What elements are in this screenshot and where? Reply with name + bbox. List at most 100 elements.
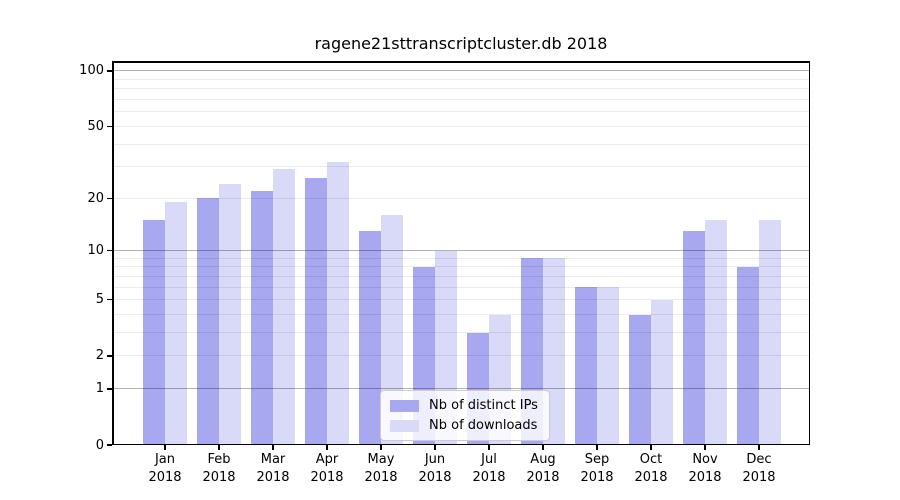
bar-ips-dec bbox=[737, 266, 759, 445]
x-tick-jul bbox=[488, 445, 490, 450]
bar-ips-sep bbox=[575, 287, 597, 445]
legend-swatch-downloads bbox=[390, 419, 419, 432]
y-tick-5 bbox=[107, 299, 112, 301]
bar-ips-may bbox=[359, 231, 381, 445]
y-tick-2 bbox=[107, 355, 112, 357]
x-label-year-may: 2018 bbox=[364, 470, 398, 485]
y-tick-label-50: 50 bbox=[87, 118, 104, 134]
x-tick-may bbox=[380, 445, 382, 450]
y-tick-1 bbox=[107, 388, 112, 390]
legend-label-distinct-ips: Nb of distinct IPs bbox=[429, 398, 538, 413]
y-tick-0 bbox=[107, 444, 112, 446]
x-label-month-aug: Aug bbox=[530, 452, 556, 467]
x-label-year-feb: 2018 bbox=[202, 470, 236, 485]
bar-ips-feb bbox=[197, 198, 219, 445]
x-label-month-oct: Oct bbox=[639, 452, 663, 467]
gridline-40 bbox=[113, 143, 809, 145]
x-label-month-feb: Feb bbox=[207, 452, 231, 467]
x-label-month-nov: Nov bbox=[692, 452, 718, 467]
gridline-1 bbox=[113, 388, 809, 390]
x-label-year-oct: 2018 bbox=[634, 470, 668, 485]
x-label-year-jan: 2018 bbox=[148, 470, 182, 485]
gridline-10 bbox=[113, 250, 809, 252]
gridline-5 bbox=[113, 299, 809, 301]
bar-downloads-dec bbox=[759, 220, 781, 445]
bar-downloads-may bbox=[381, 215, 403, 445]
y-tick-20 bbox=[107, 197, 112, 199]
x-label-year-dec: 2018 bbox=[742, 470, 776, 485]
x-tick-sep bbox=[596, 445, 598, 450]
bar-downloads-sep bbox=[597, 287, 619, 445]
plot-border-right bbox=[808, 61, 810, 445]
gridline-20 bbox=[113, 197, 809, 199]
x-label-year-aug: 2018 bbox=[526, 470, 560, 485]
x-tick-feb bbox=[218, 445, 220, 450]
y-axis-line bbox=[112, 61, 114, 445]
gridline-70 bbox=[113, 99, 809, 101]
gridline-50 bbox=[113, 125, 809, 127]
x-tick-nov bbox=[704, 445, 706, 450]
bar-downloads-feb bbox=[219, 184, 241, 445]
x-label-month-mar: Mar bbox=[260, 452, 286, 467]
bar-ips-mar bbox=[251, 190, 273, 445]
bar-ips-oct bbox=[629, 314, 651, 445]
legend: Nb of distinct IPs Nb of downloads bbox=[380, 390, 550, 441]
y-tick-label-2: 2 bbox=[95, 348, 104, 364]
x-tick-oct bbox=[650, 445, 652, 450]
x-label-month-jun: Jun bbox=[424, 452, 446, 467]
x-label-month-jul: Jul bbox=[481, 452, 497, 467]
gridline-4 bbox=[113, 314, 809, 316]
gridline-6 bbox=[113, 286, 809, 288]
x-label-month-sep: Sep bbox=[584, 452, 610, 467]
plot-border-bottom bbox=[112, 443, 810, 445]
y-tick-label-10: 10 bbox=[87, 243, 104, 259]
gridline-30 bbox=[113, 166, 809, 168]
legend-swatch-distinct-ips bbox=[390, 399, 419, 412]
gridline-7 bbox=[113, 275, 809, 277]
x-label-month-may: May bbox=[367, 452, 395, 467]
x-tick-apr bbox=[326, 445, 328, 450]
x-label-year-sep: 2018 bbox=[580, 470, 614, 485]
bar-downloads-nov bbox=[705, 220, 727, 445]
x-label-year-jul: 2018 bbox=[472, 470, 506, 485]
gridline-8 bbox=[113, 266, 809, 268]
legend-item-distinct-ips: Nb of distinct IPs bbox=[390, 398, 538, 413]
gridline-2 bbox=[113, 355, 809, 357]
y-tick-label-0: 0 bbox=[95, 437, 104, 453]
gridline-90 bbox=[113, 78, 809, 80]
x-tick-aug bbox=[542, 445, 544, 450]
y-tick-label-5: 5 bbox=[95, 292, 104, 308]
gridline-3 bbox=[113, 332, 809, 334]
gridline-9 bbox=[113, 257, 809, 259]
x-label-year-nov: 2018 bbox=[688, 470, 722, 485]
y-tick-50 bbox=[107, 125, 112, 128]
x-tick-dec bbox=[758, 445, 760, 450]
x-label-month-dec: Dec bbox=[746, 452, 772, 467]
x-tick-mar bbox=[272, 445, 274, 450]
plot-border-top bbox=[112, 61, 810, 63]
x-label-year-mar: 2018 bbox=[256, 470, 290, 485]
gridline-80 bbox=[113, 88, 809, 90]
plot-area: Nb of distinct IPs Nb of downloads 0 1 2 5 1… bbox=[79, 61, 810, 485]
gridline-60 bbox=[113, 111, 809, 113]
x-label-year-jun: 2018 bbox=[418, 470, 452, 485]
y-tick-label-100: 100 bbox=[79, 63, 104, 79]
x-label-month-jan: Jan bbox=[154, 452, 176, 467]
gridline-100 bbox=[113, 70, 809, 72]
y-tick-label-20: 20 bbox=[87, 190, 104, 206]
x-label-month-apr: Apr bbox=[315, 452, 339, 467]
chart-title: ragene21sttranscriptcluster.db 2018 bbox=[314, 34, 608, 53]
bar-ips-nov bbox=[683, 231, 705, 445]
legend-item-downloads: Nb of downloads bbox=[390, 418, 538, 433]
y-tick-label-1: 1 bbox=[95, 381, 104, 397]
bar-ips-jan bbox=[143, 220, 165, 445]
legend-label-downloads: Nb of downloads bbox=[429, 418, 538, 433]
bar-downloads-apr bbox=[327, 161, 349, 445]
bar-downloads-oct bbox=[651, 299, 673, 445]
bar-downloads-mar bbox=[273, 169, 295, 445]
bar-ips-apr bbox=[305, 177, 327, 445]
bar-downloads-jan bbox=[165, 202, 187, 445]
x-label-year-apr: 2018 bbox=[310, 470, 344, 485]
x-tick-jan bbox=[164, 445, 166, 450]
